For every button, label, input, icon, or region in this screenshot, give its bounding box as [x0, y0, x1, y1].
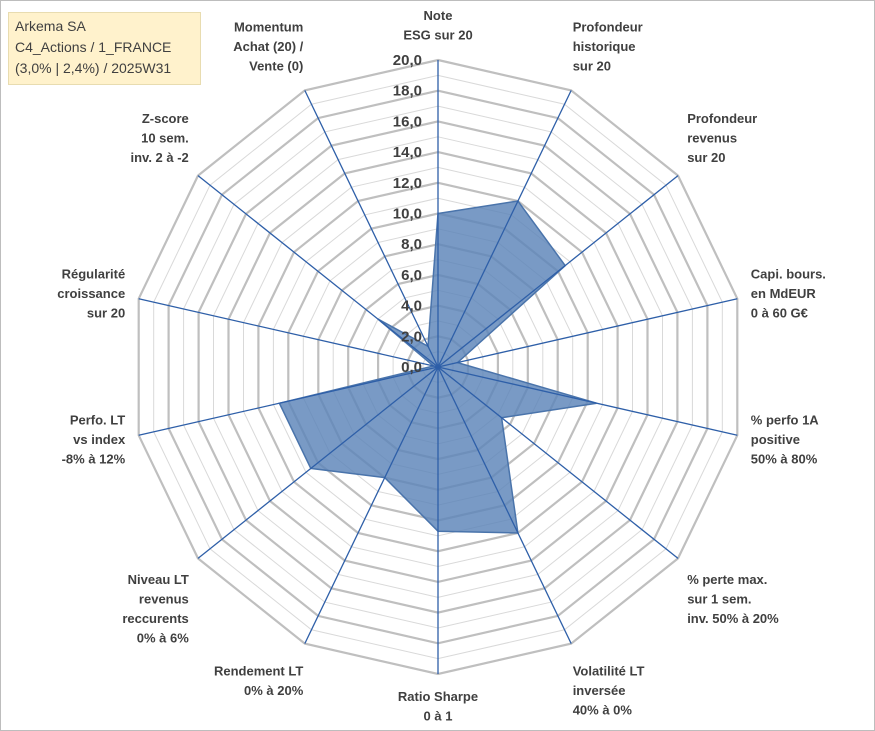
axis-label-line: en MdEUR [751, 286, 817, 301]
axis-label-line: inv. 2 à -2 [131, 150, 189, 165]
axis-label-line: positive [751, 432, 800, 447]
axis-label-line: sur 1 sem. [687, 592, 751, 607]
radial-tick-label: 18,0 [393, 83, 422, 100]
axis-label: Capi. bours. en MdEUR 0 à 60 G€ [751, 266, 826, 320]
axis-label-line: % perfo 1A [751, 413, 820, 428]
axis-label-line: revenus [687, 130, 737, 145]
axis-spoke [304, 366, 439, 644]
axis-label: % perfo 1A positive 50% à 80% [751, 413, 820, 467]
axis-label-line: 40% à 0% [573, 702, 633, 717]
radial-tick-label: 8,0 [401, 236, 422, 253]
axis-label: Momentum Achat (20) / Vente (0) [233, 20, 303, 74]
axis-label-line: revenus [139, 592, 189, 607]
axis-label-line: reccurents [122, 611, 188, 626]
chart-title-box: Arkema SA C4_Actions / 1_FRANCE (3,0% | … [8, 12, 201, 85]
axis-label-line: vs index [73, 432, 126, 447]
axis-label: Ratio Sharpe 0 à 1 [398, 689, 478, 724]
axis-label-line: 0 à 1 [424, 709, 453, 724]
axis-label: Rendement LT 0% à 20% [214, 663, 304, 698]
axis-label-line: Volatilité LT [573, 663, 645, 678]
axis-spoke [304, 90, 439, 368]
axis-label-line: Note [424, 8, 453, 23]
radial-tick-label: 16,0 [393, 113, 422, 130]
title-line-stats: (3,0% | 2,4%) / 2025W31 [15, 60, 172, 76]
axis-spoke [138, 366, 439, 436]
axis-spoke [437, 298, 738, 368]
axis-spoke [138, 298, 439, 368]
axis-label-line: -8% à 12% [62, 452, 126, 467]
axis-spoke [437, 90, 572, 368]
axis-label-line: Régularité [62, 266, 126, 281]
axis-label-line: 50% à 80% [751, 452, 818, 467]
title-line-category: C4_Actions / 1_FRANCE [15, 39, 172, 55]
radial-tick-label: 12,0 [393, 175, 422, 192]
axis-label: Régularité croissance sur 20 [57, 266, 125, 320]
axis-label-line: Momentum [234, 20, 303, 35]
radial-tick-label: 4,0 [401, 298, 422, 315]
axis-label-line: % perte max. [687, 572, 767, 587]
axis-label-line: inv. 50% à 20% [687, 611, 779, 626]
axis-label: % perte max. sur 1 sem. inv. 50% à 20% [687, 572, 779, 626]
radial-tick-label: 6,0 [401, 267, 422, 284]
axis-label-line: 0% à 20% [244, 683, 304, 698]
axis-label-line: croissance [57, 286, 125, 301]
axis-label: Volatilité LT inversée 40% à 0% [573, 663, 645, 717]
axis-label-line: Vente (0) [249, 59, 303, 74]
axis-label-line: ESG sur 20 [403, 28, 472, 43]
axis-label: Perfo. LT vs index -8% à 12% [62, 413, 126, 467]
axis-spoke [437, 366, 738, 436]
axis-label-line: Ratio Sharpe [398, 689, 478, 704]
title-line-company: Arkema SA [15, 18, 86, 34]
axis-spoke [197, 175, 439, 368]
axis-label-line: Capi. bours. [751, 266, 826, 281]
axis-label-line: sur 20 [687, 150, 725, 165]
axis-label-line: Achat (20) / [233, 39, 303, 54]
axis-label: Z-score 10 sem. inv. 2 à -2 [131, 111, 189, 165]
axis-spoke [197, 366, 439, 559]
radial-tick-label: 2,0 [401, 328, 422, 345]
axis-label-line: 0 à 60 G€ [751, 305, 808, 320]
axis-spoke [437, 175, 679, 368]
axis-label-line: 0% à 6% [137, 631, 189, 646]
axis-label-line: Rendement LT [214, 663, 303, 678]
radial-tick-label: 10,0 [393, 206, 422, 223]
axis-label-line: 10 sem. [141, 130, 189, 145]
axis-label-line: Perfo. LT [70, 413, 125, 428]
axis-label-line: inversée [573, 683, 626, 698]
radial-tick-label: 20,0 [393, 52, 422, 69]
axis-label-line: Profondeur [687, 111, 757, 126]
axis-label-line: Profondeur [573, 20, 643, 35]
radial-tick-label: 14,0 [393, 144, 422, 161]
axis-label-line: sur 20 [87, 305, 125, 320]
axis-label-line: Z-score [142, 111, 189, 126]
axis-label-line: sur 20 [573, 59, 611, 74]
axis-label-line: historique [573, 39, 636, 54]
axis-label: Profondeur revenus sur 20 [687, 111, 757, 165]
axis-label: Profondeur historique sur 20 [573, 20, 643, 74]
axis-spoke [437, 366, 572, 644]
axis-label: Niveau LT revenus reccurents 0% à 6% [122, 572, 189, 646]
axis-label-line: Niveau LT [128, 572, 189, 587]
radial-tick-label: 0,0 [401, 359, 422, 376]
axis-spoke [437, 366, 679, 559]
axis-label: Note ESG sur 20 [403, 8, 472, 43]
